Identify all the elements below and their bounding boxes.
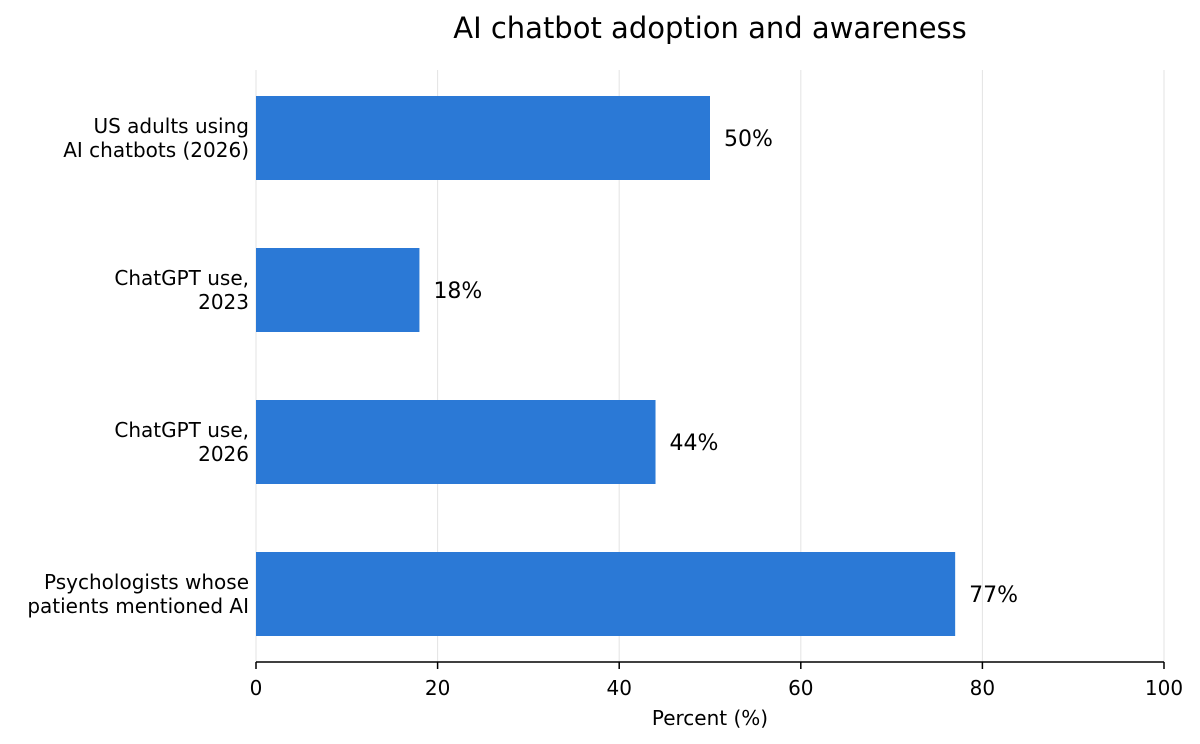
bar-3 (256, 552, 956, 636)
bar-1 (256, 248, 420, 332)
value-label-0: 50% (724, 127, 773, 152)
category-label-line: US adults using (93, 114, 249, 138)
category-label-line: Psychologists whose (44, 570, 249, 594)
bar-0 (256, 96, 710, 180)
x-tick-label-40: 40 (606, 676, 631, 700)
value-labels: 50% 18% 44% 77% (433, 127, 1018, 608)
value-label-1: 18% (433, 279, 482, 304)
category-label-line: 2023 (198, 290, 249, 314)
category-label-line: 2026 (198, 442, 249, 466)
category-label-2: ChatGPT use, 2026 (114, 418, 249, 466)
bars (256, 96, 956, 636)
x-axis-title: Percent (%) (652, 706, 768, 730)
x-axis-ticks: 0 20 40 60 80 100 (250, 662, 1183, 700)
value-label-3: 77% (969, 583, 1018, 608)
chart-title: AI chatbot adoption and awareness (453, 11, 967, 45)
category-label-1: ChatGPT use, 2023 (114, 266, 249, 314)
category-label-line: ChatGPT use, (114, 266, 249, 290)
category-label-0: US adults using AI chatbots (2026) (63, 114, 249, 162)
category-labels: US adults using AI chatbots (2026) ChatGPT… (27, 114, 249, 618)
category-label-3: Psychologists whose patients mentioned AI (27, 570, 249, 618)
x-tick-label-0: 0 (250, 676, 263, 700)
x-tick-label-100: 100 (1145, 676, 1183, 700)
x-tick-label-20: 20 (425, 676, 450, 700)
bar-2 (256, 400, 656, 484)
category-label-line: ChatGPT use, (114, 418, 249, 442)
x-tick-label-60: 60 (788, 676, 813, 700)
value-label-2: 44% (670, 431, 719, 456)
x-tick-label-80: 80 (970, 676, 995, 700)
category-label-line: patients mentioned AI (27, 594, 249, 618)
category-label-line: AI chatbots (2026) (63, 138, 249, 162)
